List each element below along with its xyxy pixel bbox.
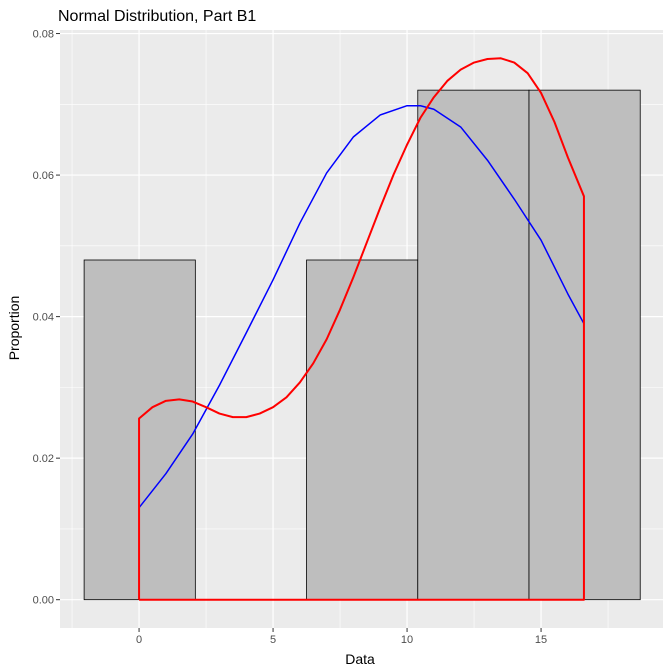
x-tick-label: 15 [535, 634, 547, 646]
x-tick-label: 0 [136, 634, 142, 646]
histogram-bar-4 [417, 89, 530, 601]
y-tick-label: 0.02 [33, 453, 54, 465]
x-axis: 0 5 10 15 [136, 628, 547, 646]
x-tick-label: 10 [401, 634, 413, 646]
x-axis-title: Data [345, 651, 375, 667]
y-tick-label: 0.00 [33, 595, 54, 607]
density-curve [138, 57, 585, 601]
y-axis-title: Proportion [6, 296, 22, 361]
curves [138, 57, 585, 601]
normal-curve [138, 104, 585, 509]
y-tick-label: 0.08 [33, 29, 54, 41]
y-tick-label: 0.04 [33, 312, 54, 324]
y-axis: 0.00 0.02 0.04 0.06 0.08 [33, 29, 60, 607]
x-tick-label: 5 [270, 634, 276, 646]
chart-title: Normal Distribution, Part B1 [58, 8, 256, 25]
y-tick-label: 0.06 [33, 170, 54, 182]
histogram-bar-3 [306, 259, 419, 601]
